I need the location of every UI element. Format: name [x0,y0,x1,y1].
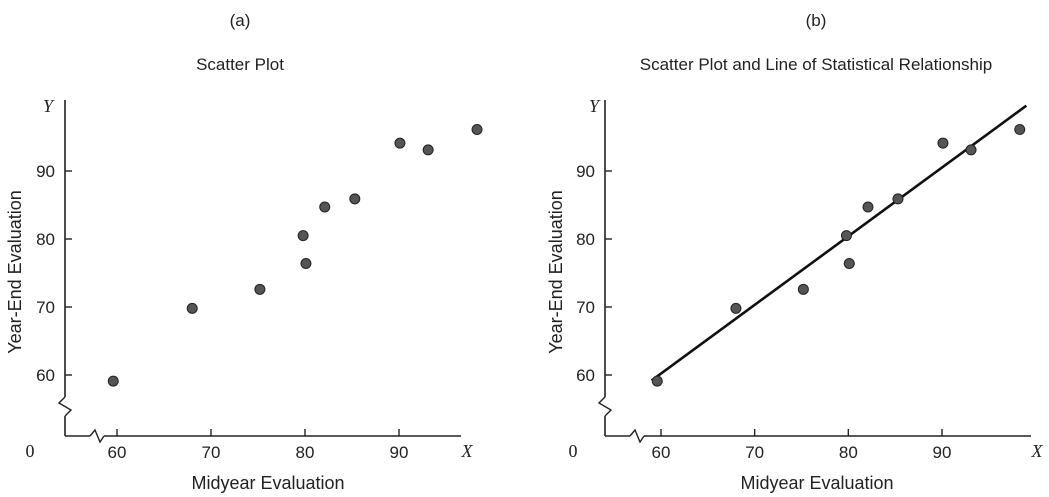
panel-b-data-point [965,144,977,156]
panel-b-x-tick-label-60: 60 [652,443,671,462]
panel-b-data-point [730,302,742,314]
panel-b-data-point [1014,124,1026,136]
panel-b-data-point [797,283,809,295]
panel-b-y-tick-label-80: 80 [576,230,595,249]
panel-b-y-tick-label-60: 60 [576,366,595,385]
panel-a-data-point [422,144,434,156]
panel-b-x-axis-letter: X [1031,441,1044,461]
panel-a-x-axis-break-icon [89,428,105,444]
panel-b-y-axis-label: Year-End Evaluation [546,190,566,353]
panel-b-title: Scatter Plot and Line of Statistical Rel… [640,55,992,74]
panel-b-origin-label: 0 [569,441,578,461]
panel-a-y-tick-label-60: 60 [36,366,55,385]
panel-b-data-point [840,230,852,242]
panel-b-x-tick-label-70: 70 [745,443,764,462]
panel-a-x-axis-label: Midyear Evaluation [191,473,344,493]
panel-a-data-point [349,193,361,205]
panel-a-data-point [300,257,312,269]
panel-a-data-point [394,137,406,149]
panel-a-y-axis-break-icon [57,396,73,417]
panel-a-data-point [471,124,483,136]
panel-b-x-axis-break-icon [629,428,645,444]
panel-a-data-point [254,283,266,295]
panel-b-y-axis-letter: Y [589,96,601,116]
panel-a: (a) Scatter Plot Y X 0 Year-End Evaluati… [5,11,483,493]
panel-a-x-axis-letter: X [461,441,474,461]
panel-a-data-point [319,201,331,213]
panel-b-fit-line [650,104,1028,382]
panel-a-y-tick-label-80: 80 [36,230,55,249]
panel-b-label: (b) [806,11,827,30]
panel-b-x-tick-label-80: 80 [839,443,858,462]
panel-b-data-point [651,375,663,387]
panel-a-y-axis-label: Year-End Evaluation [5,190,25,353]
panel-a-y-tick-label-70: 70 [36,298,55,317]
panel-b-y-tick-label-70: 70 [576,298,595,317]
panel-a-data-point [186,302,198,314]
panel-a-x-tick-label-80: 80 [296,443,315,462]
panel-a-x-tick-label-90: 90 [390,443,409,462]
panel-a-x-tick-label-70: 70 [202,443,221,462]
panel-b-y-axis-break-icon [597,396,613,417]
panel-a-origin-label: 0 [26,441,35,461]
panel-a-y-tick-label-90: 90 [36,162,55,181]
panel-a-label: (a) [230,11,251,30]
panel-a-data-point [107,375,119,387]
panel-b-y-tick-label-90: 90 [576,162,595,181]
panel-b-x-axis-label: Midyear Evaluation [740,473,893,493]
panel-a-data-point [297,230,309,242]
panel-a-y-axis-letter: Y [43,96,55,116]
panel-b-data-point [843,257,855,269]
panel-b-x-tick-label-90: 90 [933,443,952,462]
panel-b: (b) Scatter Plot and Line of Statistical… [546,11,1044,493]
panel-b-data-point [937,137,949,149]
panel-b-data-point [862,201,874,213]
panel-a-title: Scatter Plot [196,55,284,74]
panel-a-x-tick-label-60: 60 [108,443,127,462]
panel-b-data-point [892,193,904,205]
